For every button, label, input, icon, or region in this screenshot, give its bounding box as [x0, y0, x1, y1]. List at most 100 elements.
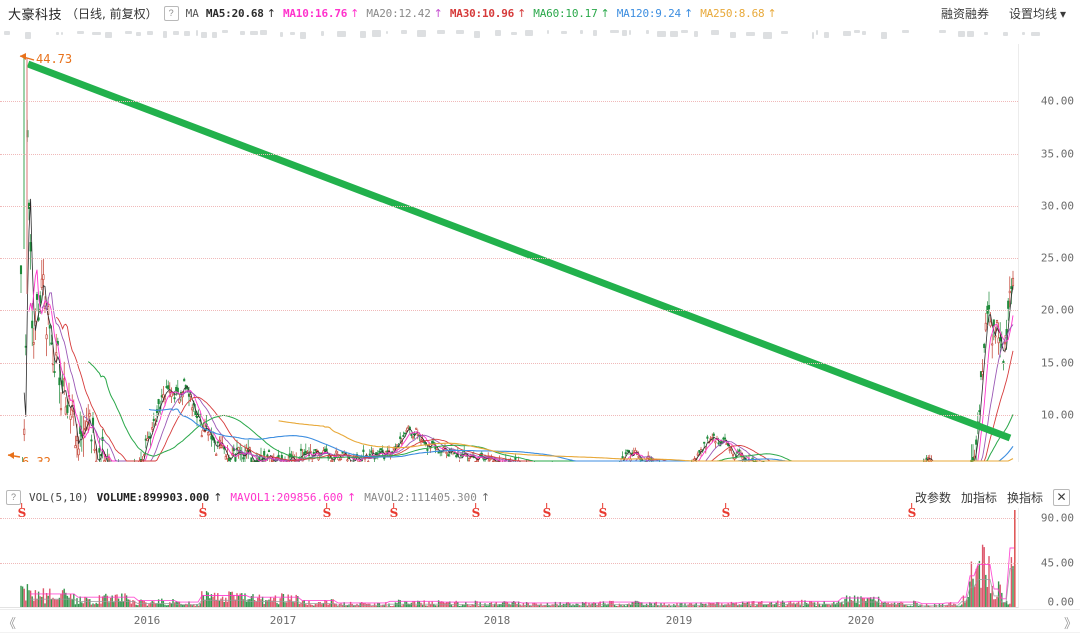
toolbar-glyph — [881, 32, 887, 39]
toolbar-glyph — [77, 31, 84, 34]
price-tick-label: 40.00 — [1041, 95, 1074, 108]
toolbar-glyph — [61, 32, 63, 35]
price-gridline — [0, 258, 1018, 259]
toolbar-glyph — [1003, 32, 1008, 36]
toolbar-glyph — [260, 30, 267, 35]
toolbar-glyph — [4, 31, 10, 35]
toolbar-glyph — [184, 31, 190, 36]
scroll-left-icon[interactable]: 《 — [3, 613, 16, 632]
toolbar-glyph — [300, 32, 306, 39]
toolbar-glyph — [812, 32, 814, 39]
price-tick-label: 35.00 — [1041, 147, 1074, 160]
toolbar-glyph — [939, 30, 946, 33]
volume-header: ? VOL(5,10) VOLUME:899903.000 ↑ MAVOL1:2… — [0, 487, 1080, 507]
toolbar-glyph — [1022, 32, 1025, 35]
downtrend-line — [28, 64, 1010, 438]
toolbar-glyph — [1031, 32, 1040, 36]
ma-values-list: MA5:20.68↑MA10:16.76↑MA20:12.42↑MA30:10.… — [199, 7, 777, 20]
x-axis-tick-label: 2017 — [270, 614, 297, 627]
toolbar-glyph — [958, 31, 965, 37]
toolbar-glyph — [511, 32, 517, 35]
ma-value-4: MA30:10.96 — [450, 7, 514, 20]
toolbar-glyph — [290, 32, 295, 35]
low-price-annotation: 6.32 — [22, 455, 51, 462]
toolbar-glyph — [456, 30, 464, 34]
mavol2-value: MAVOL2:111405.300 — [364, 491, 477, 504]
ma-arrow-icon-1: ↑ — [267, 7, 276, 20]
price-series-svg — [0, 44, 1018, 462]
switch-indicator-button[interactable]: 换指标 — [1007, 489, 1043, 506]
toolbar-glyph — [816, 30, 818, 35]
price-gridline — [0, 310, 1018, 311]
toolbar-glyph — [474, 31, 480, 38]
toolbar-glyph — [746, 32, 755, 36]
toolbar-glyph — [730, 32, 736, 38]
ma-line-MA10 — [29, 270, 1013, 461]
price-plot-area[interactable]: 44.73 6.32 — [0, 44, 1018, 462]
toolbar-glyph — [201, 32, 207, 38]
ma-arrow-icon-4: ↑ — [517, 7, 526, 20]
toolbar-glyph — [136, 32, 141, 36]
price-tick-label: 25.00 — [1041, 252, 1074, 265]
toolbar-glyph — [681, 30, 688, 33]
toolbar-glyph — [984, 32, 988, 35]
help-icon[interactable]: ? — [164, 6, 179, 21]
price-gridline — [0, 206, 1018, 207]
margin-trading-button[interactable]: 融资融券 — [941, 5, 989, 22]
ma-arrow-icon-7: ↑ — [767, 7, 776, 20]
ma-value-7: MA250:8.68 — [700, 7, 764, 20]
toolbar-glyph — [561, 31, 567, 34]
toolbar-glyph — [610, 30, 619, 33]
toolbar-glyph — [280, 32, 283, 37]
toolbar-glyph — [843, 31, 851, 36]
ma-line-MA60 — [88, 362, 1013, 461]
price-tick-label: 20.00 — [1041, 304, 1074, 317]
toolbar-glyph — [386, 31, 388, 34]
high-price-annotation: 44.73 — [36, 52, 72, 66]
change-params-button[interactable]: 改参数 — [915, 489, 951, 506]
toolbar-glyph — [525, 30, 533, 36]
volume-tick-label: 0.00 — [1048, 596, 1075, 609]
mavol1-value: MAVOL1:209856.600 — [230, 491, 343, 504]
toolbar-glyph — [763, 32, 772, 39]
toolbar-glyph — [967, 31, 974, 37]
toolbar-glyph — [495, 30, 501, 36]
toolbar-glyph — [56, 32, 59, 35]
toolbar-glyph — [694, 31, 698, 37]
scroll-right-icon[interactable]: 》 — [1064, 613, 1077, 632]
price-tick-label: 15.00 — [1041, 356, 1074, 369]
indicator-label: MA — [186, 7, 199, 20]
stock-period: （日线, 前复权） — [66, 5, 158, 22]
x-axis-tick-label: 2018 — [484, 614, 511, 627]
toolbar-glyph — [321, 31, 324, 36]
volume-gridline — [0, 518, 1018, 519]
toolbar-glyph — [580, 30, 583, 34]
volume-plot-area[interactable] — [0, 508, 1018, 608]
toolbar-glyph — [25, 32, 31, 39]
ma-arrow-icon-5: ↑ — [601, 7, 610, 20]
volume-bars-svg — [0, 508, 1018, 608]
x-axis-tick-label: 2016 — [134, 614, 161, 627]
add-indicator-button[interactable]: 加指标 — [961, 489, 997, 506]
ma-arrow-icon-2: ↑ — [350, 7, 359, 20]
toolbar-glyph — [372, 30, 381, 37]
pane-divider — [0, 607, 1018, 608]
toolbar-glyph — [437, 30, 445, 34]
price-tick-label: 10.00 — [1041, 408, 1074, 421]
close-icon[interactable]: ✕ — [1053, 489, 1070, 506]
stock-name[interactable]: 大豪科技 — [8, 4, 62, 23]
toolbar-glyph — [196, 30, 198, 36]
toolbar-glyph — [105, 32, 112, 38]
toolbar-glyph — [173, 31, 179, 35]
volume-help-icon[interactable]: ? — [6, 490, 21, 505]
mavol1-arrow-icon: ↑ — [347, 491, 356, 504]
set-ma-button[interactable]: 设置均线▾ — [1009, 5, 1066, 22]
price-gridline — [0, 415, 1018, 416]
chart-header: 大豪科技 （日线, 前复权） ? MA MA5:20.68↑MA10:16.76… — [0, 0, 1080, 26]
toolbar-glyph — [212, 32, 217, 38]
secondary-toolbar-strip — [0, 27, 1080, 41]
toolbar-glyph — [854, 30, 860, 33]
